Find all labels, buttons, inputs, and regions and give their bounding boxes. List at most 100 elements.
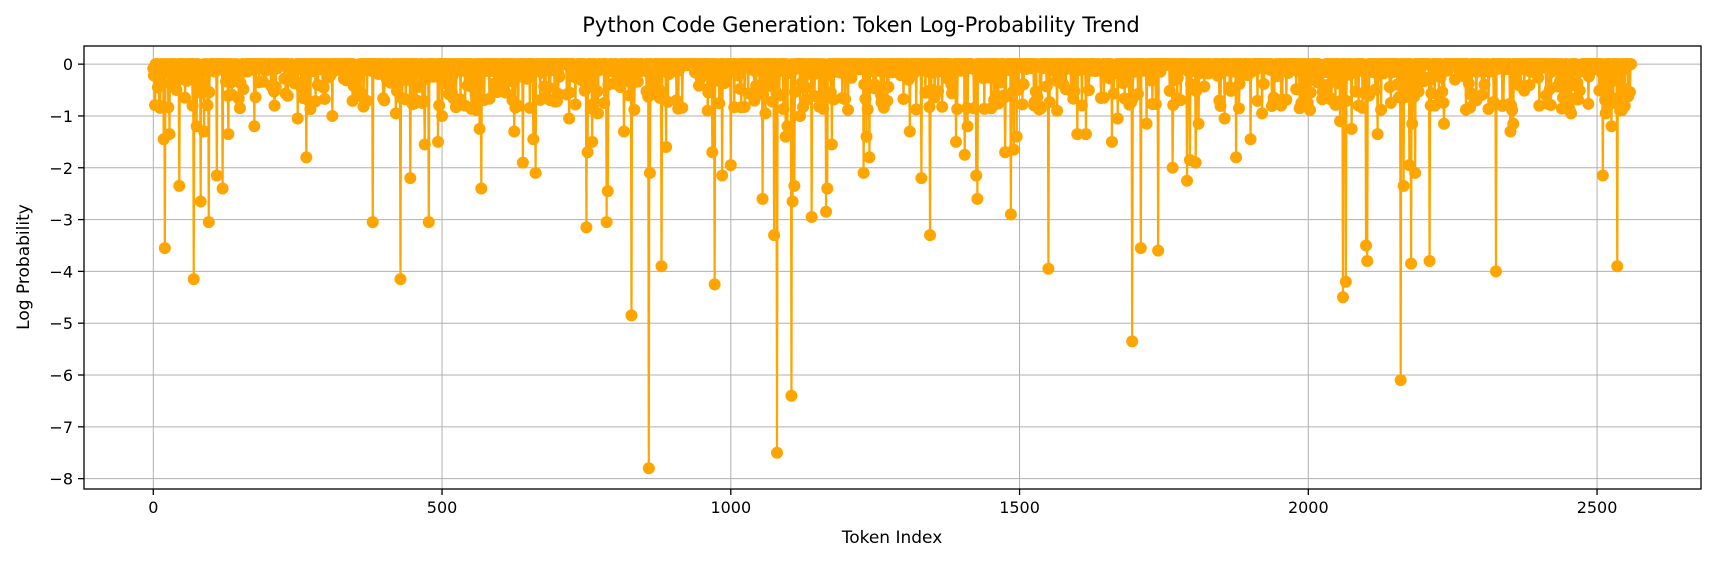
data-point (1400, 80, 1413, 93)
data-point (309, 95, 322, 108)
x-tick-label: 1500 (999, 498, 1040, 517)
data-point (785, 389, 798, 402)
data-point (805, 210, 818, 223)
data-point (1131, 88, 1144, 101)
data-point (553, 70, 566, 83)
data-point (967, 102, 980, 115)
data-point (958, 148, 971, 161)
data-point (1140, 117, 1153, 130)
data-point (222, 128, 235, 141)
data-point (527, 133, 540, 146)
data-point (198, 125, 211, 138)
data-point (858, 78, 871, 91)
data-point (1336, 291, 1349, 304)
data-point (1571, 93, 1584, 106)
data-point (1436, 85, 1449, 98)
data-point (1218, 112, 1231, 125)
y-tick-label: −5 (49, 314, 73, 333)
data-point (394, 273, 407, 286)
data-point (1010, 130, 1023, 143)
data-point (1105, 135, 1118, 148)
y-tick-label: −4 (49, 262, 73, 281)
data-point (786, 195, 799, 208)
x-tick-label: 2500 (1577, 498, 1618, 517)
data-point (1506, 104, 1519, 117)
data-point (708, 278, 721, 291)
data-point (1004, 208, 1017, 221)
data-point (756, 192, 769, 205)
data-point (706, 146, 719, 159)
data-point (1462, 77, 1475, 90)
data-point (1233, 102, 1245, 115)
data-point (1618, 99, 1631, 112)
data-point (210, 169, 223, 182)
data-point (248, 120, 261, 133)
data-point (820, 205, 833, 218)
data-point (563, 112, 576, 125)
data-point (1042, 262, 1055, 275)
y-axis-label: Log Probability (14, 204, 34, 330)
data-point (269, 80, 282, 93)
data-point (300, 151, 313, 164)
data-point (1361, 255, 1374, 268)
data-point (1489, 265, 1502, 278)
data-point (676, 101, 689, 114)
data-point (631, 75, 644, 88)
data-point (1126, 335, 1139, 348)
data-point (163, 128, 176, 141)
x-tick-label: 1000 (710, 498, 751, 517)
data-point (881, 94, 894, 107)
data-point (882, 80, 895, 93)
data-point (1360, 239, 1373, 252)
data-point (1334, 115, 1347, 128)
data-point (1612, 72, 1625, 85)
data-point (1394, 374, 1407, 387)
data-point (591, 107, 604, 120)
data-point (1565, 107, 1578, 120)
data-point (839, 93, 852, 106)
data-point (552, 87, 565, 100)
data-point (467, 74, 480, 86)
data-point (1478, 78, 1491, 91)
data-point (617, 125, 630, 138)
data-point (173, 179, 186, 192)
grid-lines (84, 46, 1701, 489)
data-point (249, 91, 262, 104)
data-point (499, 86, 512, 99)
data-point (162, 101, 175, 114)
data-point (738, 100, 751, 113)
data-point (529, 166, 542, 179)
data-point (1192, 117, 1205, 130)
data-point (1214, 100, 1227, 113)
data-point (716, 169, 729, 182)
data-point (815, 91, 828, 104)
data-point (1198, 80, 1211, 93)
data-point (1371, 128, 1384, 141)
data-point (642, 462, 655, 475)
data-point (170, 84, 183, 97)
data-point (508, 125, 521, 138)
data-point (1111, 112, 1124, 125)
data-point (897, 92, 910, 105)
data-point (1339, 275, 1352, 288)
data-point (586, 135, 599, 148)
data-point (924, 229, 937, 242)
data-point (436, 109, 449, 122)
data-point (1152, 244, 1165, 257)
data-point (1189, 156, 1202, 169)
data-point (1340, 94, 1353, 107)
data-point (542, 81, 555, 94)
data-point (1166, 161, 1179, 174)
data-point (180, 74, 193, 87)
data-point (1280, 93, 1293, 106)
data-point (600, 216, 613, 229)
data-point (507, 76, 520, 89)
data-point (1107, 87, 1120, 100)
data-point (1369, 83, 1382, 96)
data-point (575, 74, 588, 87)
y-tick-label: −8 (49, 470, 73, 489)
data-point (475, 182, 488, 195)
data-point (860, 130, 873, 143)
data-point (422, 216, 435, 229)
data-point (581, 146, 594, 159)
